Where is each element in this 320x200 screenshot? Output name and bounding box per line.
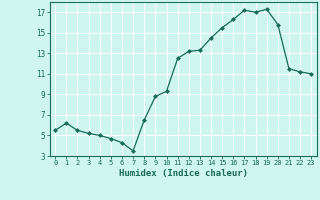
X-axis label: Humidex (Indice chaleur): Humidex (Indice chaleur)	[119, 169, 248, 178]
